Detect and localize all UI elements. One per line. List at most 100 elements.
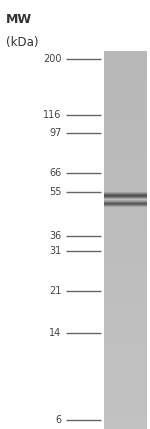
Bar <box>104 242 147 244</box>
Bar <box>104 145 147 148</box>
Bar <box>104 85 147 87</box>
Bar <box>104 347 147 350</box>
Bar <box>104 193 147 194</box>
Bar <box>104 283 147 286</box>
Bar <box>104 113 147 115</box>
Bar <box>104 342 147 344</box>
Bar <box>104 194 147 197</box>
Bar <box>104 200 147 202</box>
Text: 97: 97 <box>49 128 62 138</box>
Bar <box>104 325 147 327</box>
Bar <box>104 299 147 301</box>
Bar <box>104 157 147 159</box>
Bar <box>104 205 147 206</box>
Bar <box>104 365 147 367</box>
Bar <box>104 194 147 195</box>
Bar <box>104 223 147 225</box>
Bar <box>104 189 147 191</box>
Bar <box>104 323 147 325</box>
Bar <box>104 304 147 306</box>
Bar <box>104 172 147 174</box>
Bar <box>104 139 147 142</box>
Bar <box>104 164 147 166</box>
Bar <box>104 53 147 55</box>
Bar <box>104 427 147 429</box>
Bar <box>104 175 147 178</box>
Bar <box>104 72 147 74</box>
Bar <box>104 183 147 185</box>
Bar <box>104 376 147 378</box>
Bar <box>104 202 147 203</box>
Bar <box>104 68 147 70</box>
Bar <box>104 397 147 399</box>
Bar <box>104 62 147 64</box>
Bar <box>104 314 147 316</box>
Bar <box>104 402 147 405</box>
Bar <box>104 327 147 329</box>
Bar <box>104 366 147 369</box>
Bar <box>104 268 147 271</box>
Bar <box>104 205 147 206</box>
Bar <box>104 198 147 199</box>
Bar <box>104 166 147 169</box>
Bar <box>104 208 147 210</box>
Bar <box>104 193 147 194</box>
Bar <box>104 225 147 227</box>
Bar <box>104 69 147 72</box>
Bar <box>104 203 147 204</box>
Bar <box>104 75 147 78</box>
Bar <box>104 306 147 308</box>
Bar <box>104 308 147 310</box>
Bar <box>104 401 147 403</box>
Bar <box>104 230 147 233</box>
Bar <box>104 331 147 333</box>
Bar <box>104 162 147 165</box>
Bar <box>104 410 147 412</box>
Bar <box>104 351 147 354</box>
Bar <box>104 414 147 416</box>
Bar <box>104 329 147 331</box>
Bar <box>104 278 147 280</box>
Bar <box>104 399 147 401</box>
Bar <box>104 206 147 207</box>
Bar <box>104 198 147 200</box>
Bar <box>104 332 147 335</box>
Bar <box>104 387 147 390</box>
Text: 55: 55 <box>49 187 62 197</box>
Text: 36: 36 <box>49 230 62 241</box>
Bar <box>104 405 147 407</box>
Bar <box>104 205 147 206</box>
Bar <box>104 393 147 396</box>
Bar <box>104 266 147 269</box>
Bar <box>104 204 147 205</box>
Text: 116: 116 <box>43 110 62 120</box>
Bar <box>104 192 147 193</box>
Bar <box>104 340 147 342</box>
Bar <box>104 264 147 267</box>
Bar <box>104 213 147 216</box>
Text: 31: 31 <box>49 246 62 256</box>
Bar <box>104 109 147 112</box>
Bar <box>104 79 147 82</box>
Bar <box>104 168 147 170</box>
Bar <box>104 121 147 123</box>
Bar <box>104 321 147 323</box>
Bar <box>104 378 147 380</box>
Bar <box>104 193 147 194</box>
Bar <box>104 317 147 320</box>
Bar <box>104 81 147 83</box>
Bar <box>104 107 147 110</box>
Bar <box>104 104 147 106</box>
Bar <box>104 155 147 157</box>
Bar <box>104 64 147 66</box>
Bar <box>104 111 147 114</box>
Bar <box>104 106 147 108</box>
Bar <box>104 77 147 79</box>
Bar <box>104 287 147 290</box>
Bar <box>104 127 147 129</box>
Bar <box>104 238 147 240</box>
Bar <box>104 236 147 239</box>
Bar <box>104 346 147 348</box>
Bar <box>104 276 147 278</box>
Text: 66: 66 <box>49 168 62 178</box>
